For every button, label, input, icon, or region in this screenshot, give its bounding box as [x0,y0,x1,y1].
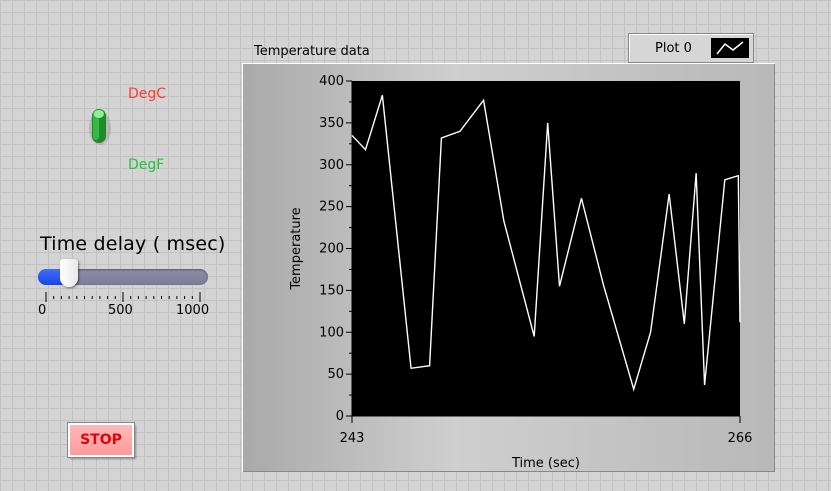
toggle-switch-icon [89,109,111,145]
x-tick-label: 266 [728,431,753,446]
toggle-label-degc: DegC [128,86,167,102]
slider-thumb[interactable] [60,259,79,287]
y-tick-label: 150 [319,283,344,298]
y-tick-label: 300 [319,158,344,173]
y-tick-label: 400 [319,74,344,89]
y-tick-label: 0 [336,409,344,424]
time-delay-label: Time delay ( msec) [40,233,226,255]
y-tick-label: 200 [319,242,344,257]
y-axis-label: Temperature [289,207,304,290]
unit-toggle-switch[interactable] [88,106,112,150]
slider-ticks [45,292,201,302]
slider-tick-label-1000: 1000 [176,303,210,318]
legend-line-icon [711,38,749,58]
series-line-plot-0 [351,95,741,392]
slider-tick-label-500: 500 [108,303,133,318]
y-tick-label: 50 [327,367,344,382]
time-delay-slider[interactable] [38,259,208,287]
y-tick-label: 250 [319,200,344,215]
plot-legend[interactable]: Plot 0 [628,33,754,63]
toggle-label-degf: DegF [128,157,165,173]
graph-title: Temperature data [254,44,370,59]
stop-button[interactable]: STOP [67,422,135,458]
slider-scale: 0 500 1000 [38,289,210,321]
slider-tick-label-0: 0 [38,303,47,318]
legend-plot-name: Plot 0 [655,40,692,56]
x-tick-label: 243 [340,431,365,446]
x-axis-label: Time (sec) [511,456,580,471]
y-tick-label: 350 [319,116,344,131]
y-tick-label: 100 [319,325,344,340]
